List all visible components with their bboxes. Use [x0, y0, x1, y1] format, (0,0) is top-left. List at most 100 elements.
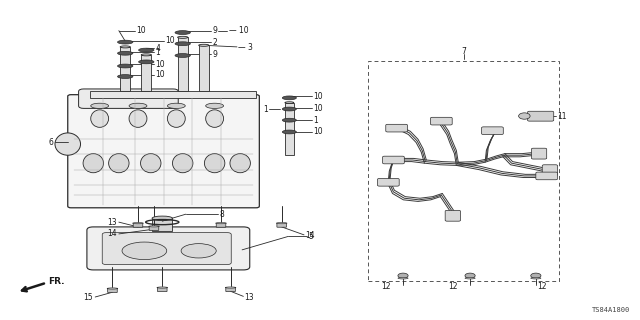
Ellipse shape: [118, 64, 133, 68]
Ellipse shape: [91, 103, 109, 108]
Text: FR.: FR.: [49, 276, 65, 285]
FancyBboxPatch shape: [431, 117, 452, 125]
Text: 1: 1: [156, 48, 160, 57]
Ellipse shape: [181, 244, 216, 258]
Ellipse shape: [168, 110, 185, 127]
Text: 4: 4: [156, 44, 160, 53]
Ellipse shape: [175, 42, 190, 46]
Text: 9: 9: [212, 27, 218, 36]
Text: 6: 6: [49, 138, 54, 147]
Ellipse shape: [175, 53, 190, 57]
FancyBboxPatch shape: [445, 210, 461, 221]
FancyBboxPatch shape: [531, 148, 547, 159]
FancyBboxPatch shape: [527, 111, 554, 121]
FancyBboxPatch shape: [108, 289, 117, 292]
Ellipse shape: [177, 36, 188, 38]
FancyBboxPatch shape: [157, 288, 167, 292]
Text: 10: 10: [156, 70, 165, 79]
Ellipse shape: [173, 154, 193, 173]
FancyBboxPatch shape: [87, 227, 250, 270]
Ellipse shape: [168, 103, 185, 108]
FancyBboxPatch shape: [149, 227, 159, 230]
Ellipse shape: [129, 103, 147, 108]
Bar: [90, 92, 256, 98]
Ellipse shape: [139, 48, 154, 52]
Ellipse shape: [122, 242, 167, 260]
FancyBboxPatch shape: [536, 172, 557, 180]
Ellipse shape: [465, 277, 475, 279]
FancyBboxPatch shape: [542, 165, 557, 176]
Text: TS84A1800: TS84A1800: [591, 308, 630, 313]
Text: 1: 1: [263, 105, 268, 114]
Text: 12: 12: [381, 282, 390, 291]
Bar: [152, 218, 173, 231]
Ellipse shape: [225, 287, 236, 288]
FancyBboxPatch shape: [68, 95, 259, 208]
FancyBboxPatch shape: [481, 127, 503, 134]
Ellipse shape: [139, 60, 154, 64]
Text: 14: 14: [108, 229, 117, 238]
Text: 5: 5: [308, 232, 314, 241]
Ellipse shape: [282, 96, 296, 100]
Text: 13: 13: [244, 293, 254, 302]
Text: 10: 10: [165, 36, 175, 45]
Text: 10: 10: [136, 26, 146, 35]
Ellipse shape: [118, 40, 133, 44]
Text: 8: 8: [219, 210, 224, 219]
Ellipse shape: [109, 154, 129, 173]
Ellipse shape: [204, 154, 225, 173]
Ellipse shape: [531, 277, 541, 279]
Text: 15: 15: [83, 293, 93, 302]
FancyBboxPatch shape: [226, 288, 236, 292]
Text: — 3: — 3: [238, 43, 253, 52]
Text: 12: 12: [537, 282, 547, 291]
Ellipse shape: [83, 154, 104, 173]
Ellipse shape: [198, 44, 209, 46]
Ellipse shape: [282, 130, 296, 134]
Ellipse shape: [518, 113, 530, 119]
Ellipse shape: [230, 154, 250, 173]
Ellipse shape: [118, 51, 133, 55]
Ellipse shape: [285, 102, 294, 104]
Text: 7: 7: [461, 47, 466, 56]
Ellipse shape: [148, 226, 159, 227]
Ellipse shape: [132, 222, 143, 224]
Text: 9: 9: [212, 50, 218, 59]
Ellipse shape: [152, 216, 173, 220]
Text: 11: 11: [557, 112, 567, 121]
Text: 14: 14: [305, 231, 315, 240]
FancyBboxPatch shape: [79, 89, 178, 108]
Text: 10: 10: [156, 60, 165, 69]
Ellipse shape: [205, 103, 223, 108]
Ellipse shape: [129, 110, 147, 127]
Bar: [198, 45, 209, 92]
FancyBboxPatch shape: [133, 223, 143, 227]
Ellipse shape: [141, 54, 152, 56]
Text: — 10: — 10: [228, 27, 248, 36]
Ellipse shape: [398, 277, 408, 279]
Ellipse shape: [55, 133, 81, 155]
FancyBboxPatch shape: [216, 223, 226, 227]
Ellipse shape: [91, 110, 109, 127]
Bar: [285, 103, 294, 155]
FancyBboxPatch shape: [383, 156, 404, 164]
Ellipse shape: [282, 107, 296, 111]
Ellipse shape: [157, 287, 168, 288]
Circle shape: [465, 273, 475, 278]
Ellipse shape: [205, 110, 223, 127]
Text: 10: 10: [314, 92, 323, 101]
Text: 10: 10: [314, 104, 323, 113]
Circle shape: [398, 273, 408, 278]
Text: 10: 10: [314, 127, 323, 136]
Bar: [368, 61, 559, 281]
Text: 1: 1: [314, 116, 318, 125]
FancyBboxPatch shape: [277, 223, 287, 227]
Bar: [141, 55, 152, 92]
Text: 13: 13: [108, 218, 117, 227]
Ellipse shape: [175, 31, 190, 35]
FancyBboxPatch shape: [102, 233, 231, 265]
Ellipse shape: [107, 288, 118, 289]
Bar: [120, 47, 131, 92]
Ellipse shape: [282, 118, 296, 122]
Ellipse shape: [141, 154, 161, 173]
